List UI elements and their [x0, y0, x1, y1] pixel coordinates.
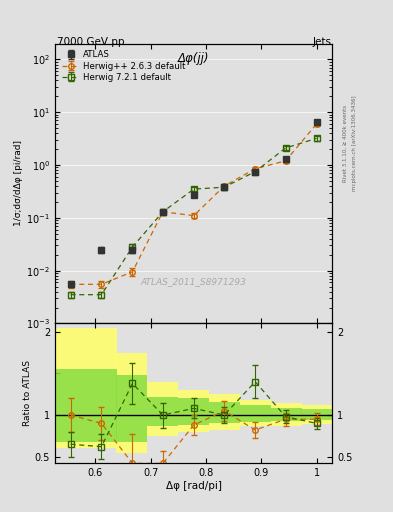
- Text: Jets: Jets: [312, 37, 331, 47]
- Bar: [178, 398, 209, 425]
- Y-axis label: 1/σ;dσ/dΔφ [pi/rad]: 1/σ;dσ/dΔφ [pi/rad]: [15, 140, 24, 226]
- Bar: [271, 403, 302, 426]
- Bar: [240, 400, 271, 426]
- Bar: [116, 353, 147, 453]
- Bar: [147, 397, 178, 426]
- Y-axis label: Ratio to ATLAS: Ratio to ATLAS: [23, 360, 32, 426]
- Bar: [116, 375, 147, 442]
- Bar: [301, 409, 332, 420]
- Bar: [209, 394, 240, 430]
- Text: Δφ(jj): Δφ(jj): [178, 52, 209, 65]
- Bar: [86, 369, 117, 442]
- X-axis label: Δφ [rad/pi]: Δφ [rad/pi]: [165, 481, 222, 491]
- Bar: [178, 390, 209, 432]
- Bar: [240, 405, 271, 422]
- Text: mcplots.cern.ch [arXiv:1306.3436]: mcplots.cern.ch [arXiv:1306.3436]: [352, 96, 357, 191]
- Legend: ATLAS, Herwig++ 2.6.3 default, Herwig 7.2.1 default: ATLAS, Herwig++ 2.6.3 default, Herwig 7.…: [59, 48, 188, 84]
- Bar: [86, 328, 117, 449]
- Text: Rivet 3.1.10, ≥ 400k events: Rivet 3.1.10, ≥ 400k events: [343, 105, 348, 182]
- Bar: [271, 408, 302, 421]
- Text: 7000 GeV pp: 7000 GeV pp: [57, 37, 125, 47]
- Bar: [55, 369, 86, 442]
- Bar: [301, 405, 332, 424]
- Bar: [147, 382, 178, 436]
- Bar: [55, 328, 86, 449]
- Bar: [209, 402, 240, 423]
- Text: ATLAS_2011_S8971293: ATLAS_2011_S8971293: [141, 277, 246, 286]
